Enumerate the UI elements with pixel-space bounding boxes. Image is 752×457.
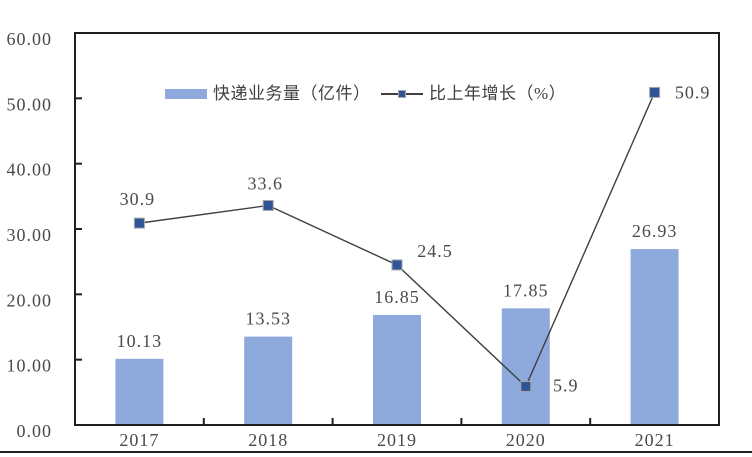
line-value-label: 5.9 <box>553 375 579 395</box>
legend-label-bar-series: 快递业务量（亿件） <box>213 84 371 103</box>
x-axis-label: 2017 <box>119 430 159 450</box>
bar-2018[interactable] <box>244 336 293 424</box>
bar-2020[interactable] <box>501 308 550 424</box>
bar-value-label: 26.93 <box>632 221 678 241</box>
bar-series-swatch <box>165 88 207 99</box>
y-axis-label: 60.00 <box>7 29 53 49</box>
legend-item-line-series[interactable]: 比上年增长（%） <box>381 85 566 102</box>
line-value-label: 50.9 <box>675 82 711 102</box>
y-axis-label: 20.00 <box>7 290 53 310</box>
x-axis-label: 2019 <box>377 430 417 450</box>
y-axis-label: 10.00 <box>7 356 53 376</box>
y-axis-label: 30.00 <box>7 225 53 245</box>
line-marker-2018[interactable] <box>262 199 274 211</box>
y-axis-label: 0.00 <box>17 421 53 441</box>
legend-label-line-series: 比上年增长（%） <box>429 84 567 103</box>
bar-value-label: 10.13 <box>117 331 163 351</box>
x-axis-label: 2020 <box>506 430 546 450</box>
document-divider-line <box>0 451 752 453</box>
line-value-label: 24.5 <box>417 241 453 261</box>
legend-item-bar-series[interactable]: 快递业务量（亿件） <box>165 85 371 102</box>
x-axis-label: 2018 <box>248 430 288 450</box>
line-value-label: 30.9 <box>120 189 156 209</box>
legend-line-marker-icon <box>398 89 406 98</box>
line-marker-2021[interactable] <box>649 86 661 98</box>
line-value-label: 33.6 <box>247 173 283 193</box>
bar-2017[interactable] <box>115 358 164 424</box>
line-series-swatch <box>381 89 423 99</box>
bar-2019[interactable] <box>373 314 421 424</box>
y-axis-label: 40.00 <box>7 160 53 180</box>
x-axis-label: 2021 <box>635 430 675 450</box>
bar-value-label: 17.85 <box>503 280 549 300</box>
bar-2021[interactable] <box>630 249 679 424</box>
line-marker-2019[interactable] <box>391 259 403 271</box>
bar-value-label: 13.53 <box>245 309 291 329</box>
line-marker-2020[interactable] <box>520 380 532 392</box>
bar-value-label: 16.85 <box>374 287 420 307</box>
line-marker-2017[interactable] <box>133 217 145 229</box>
y-axis-label: 50.00 <box>7 94 53 114</box>
plot-border <box>74 32 720 426</box>
